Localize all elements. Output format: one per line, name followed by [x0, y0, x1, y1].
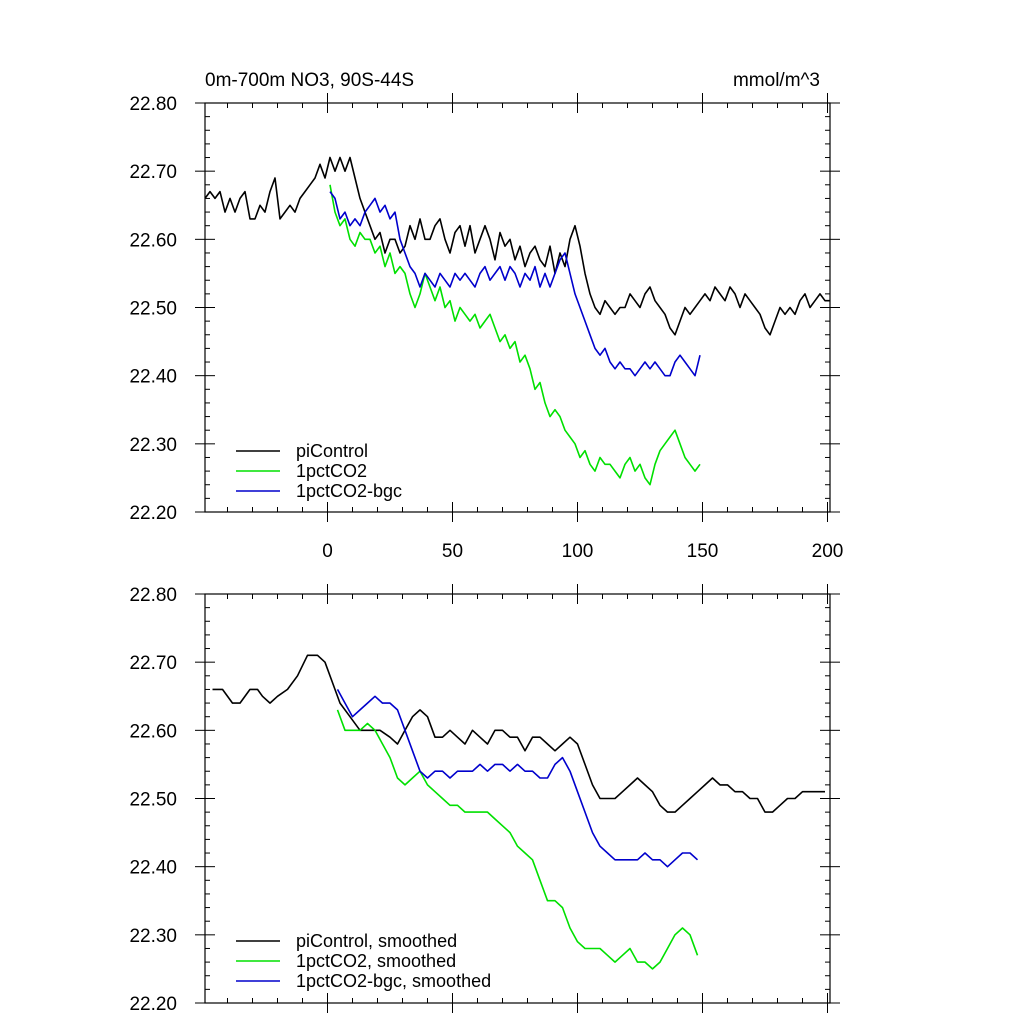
- x-tick-label: 200: [812, 541, 844, 562]
- legend-entry: piControl: [296, 441, 368, 461]
- y-tick-label: 22.60: [129, 230, 177, 251]
- y-tick-label: 22.70: [129, 162, 177, 183]
- legend-entry: 1pctCO2-bgc: [296, 481, 402, 501]
- x-tick-label: 100: [562, 541, 594, 562]
- x-tick-label: 0: [322, 541, 333, 562]
- chart-units: mmol/m^3: [733, 70, 820, 91]
- y-tick-label: 22.80: [129, 585, 177, 606]
- y-tick-label: 22.40: [129, 858, 177, 879]
- y-tick-label: 22.50: [129, 299, 177, 320]
- y-tick-label: 22.80: [129, 94, 177, 115]
- y-tick-label: 22.40: [129, 367, 177, 388]
- legend-entry: piControl, smoothed: [296, 931, 457, 951]
- bottom-panel: 22.20 22.30 22.40 22.50 22.60 22.70 22.80 piCon…: [129, 584, 840, 1015]
- legend-entry: 1pctCO2: [296, 461, 367, 481]
- y-tick-label: 22.20: [129, 994, 177, 1015]
- x-tick-label: 50: [442, 541, 463, 562]
- series-line: [212, 654, 825, 813]
- legend-entry: 1pctCO2-bgc, smoothed: [296, 971, 491, 991]
- y-tick-label: 22.30: [129, 926, 177, 947]
- y-tick-label: 22.30: [129, 435, 177, 456]
- legend-entry: 1pctCO2, smoothed: [296, 951, 456, 971]
- x-tick-label: 150: [687, 541, 719, 562]
- y-tick-label: 22.70: [129, 653, 177, 674]
- chart-title: 0m-700m NO3, 90S-44S: [205, 70, 414, 91]
- y-tick-label: 22.60: [129, 721, 177, 742]
- series-line: [336, 709, 699, 970]
- series-line: [204, 156, 830, 336]
- y-tick-label: 22.50: [129, 790, 177, 811]
- y-tick-label: 22.20: [129, 503, 177, 524]
- series-line: [329, 184, 701, 486]
- series-line: [329, 191, 701, 377]
- series-line: [336, 689, 699, 868]
- top-panel: 0 50 100 150 200 22.20 22.30 22.40 22.50 22.60 22.…: [129, 93, 843, 562]
